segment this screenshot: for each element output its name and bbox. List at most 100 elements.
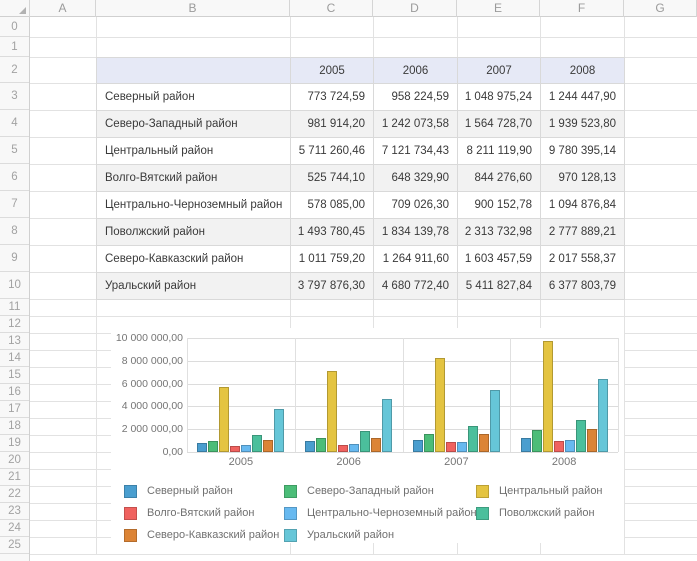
value-cell[interactable]: 1 011 759,20 [291, 246, 374, 273]
row-header-13[interactable]: 13 [0, 333, 29, 350]
value-cell[interactable]: 1 493 780,45 [291, 219, 374, 246]
value-cell[interactable]: 5 711 260,46 [291, 138, 374, 165]
legend-item: Северный район [124, 480, 284, 502]
value-cell[interactable]: 1 048 975,24 [458, 84, 541, 111]
chart-object[interactable]: 10 000 000,00 8 000 000,00 6 000 000,00 4 0… [111, 328, 624, 543]
region-name-cell[interactable]: Центрально-Черноземный район [97, 192, 291, 219]
region-name-cell[interactable]: Северо-Кавказский район [97, 246, 291, 273]
column-header-E[interactable]: E [457, 0, 540, 17]
row-header-22[interactable]: 22 [0, 486, 29, 503]
value-cell[interactable]: 844 276,60 [458, 165, 541, 192]
column-header-C[interactable]: C [290, 0, 373, 17]
chart-gridline-vertical [187, 338, 188, 452]
value-cell[interactable]: 525 744,10 [291, 165, 374, 192]
value-cell[interactable]: 1 939 523,80 [541, 111, 625, 138]
column-header-D[interactable]: D [373, 0, 457, 17]
value-cell[interactable]: 2 313 732,98 [458, 219, 541, 246]
region-name-cell[interactable]: Поволжский район [97, 219, 291, 246]
row-header-9[interactable]: 9 [0, 245, 29, 272]
column-header-B[interactable]: B [96, 0, 290, 17]
bar-Северо-Кавказский район [479, 434, 489, 452]
bar-Северо-Кавказский район [263, 440, 273, 452]
value-cell[interactable]: 7 121 734,43 [374, 138, 458, 165]
value-cell[interactable]: 709 026,30 [374, 192, 458, 219]
value-cell[interactable]: 4 680 772,40 [374, 273, 458, 300]
value-cell[interactable]: 578 085,00 [291, 192, 374, 219]
row-header-1[interactable]: 1 [0, 37, 29, 57]
bar-Северо-Западный район [208, 441, 218, 452]
bar-Поволжский район [360, 431, 370, 452]
value-cell[interactable]: 970 128,13 [541, 165, 625, 192]
row-header-18[interactable]: 18 [0, 418, 29, 435]
legend-item: Северо-Западный район [284, 480, 476, 502]
column-header-A[interactable]: A [30, 0, 96, 17]
row-header-15[interactable]: 15 [0, 367, 29, 384]
y-axis-label: 0,00 [162, 446, 183, 458]
row-header-2[interactable]: 2 [0, 57, 29, 83]
value-cell[interactable]: 958 224,59 [374, 84, 458, 111]
column-header-F[interactable]: F [540, 0, 624, 17]
row-header-19[interactable]: 19 [0, 435, 29, 452]
row-header-10[interactable]: 10 [0, 272, 29, 299]
value-cell[interactable]: 1 264 911,60 [374, 246, 458, 273]
value-cell[interactable]: 2 017 558,37 [541, 246, 625, 273]
year-header-cell[interactable]: 2007 [458, 58, 541, 84]
region-name-cell[interactable]: Северо-Западный район [97, 111, 291, 138]
value-cell[interactable]: 1 564 728,70 [458, 111, 541, 138]
chart-gridline [187, 452, 618, 453]
region-name-cell[interactable]: Северный район [97, 84, 291, 111]
value-cell[interactable]: 6 377 803,79 [541, 273, 625, 300]
row-header-7[interactable]: 7 [0, 191, 29, 218]
row-header-16[interactable]: 16 [0, 384, 29, 401]
row-header-23[interactable]: 23 [0, 503, 29, 520]
region-name-cell[interactable]: Волго-Вятский район [97, 165, 291, 192]
table-header-corner-cell[interactable] [97, 58, 291, 84]
bar-Северо-Западный район [424, 434, 434, 452]
select-all-corner[interactable] [0, 0, 30, 17]
value-cell[interactable]: 981 914,20 [291, 111, 374, 138]
column-header-G[interactable]: G [624, 0, 697, 17]
bar-Северо-Кавказский район [587, 429, 597, 452]
value-cell[interactable]: 1 834 139,78 [374, 219, 458, 246]
row-header-5[interactable]: 5 [0, 137, 29, 164]
year-header-cell[interactable]: 2006 [374, 58, 458, 84]
value-cell[interactable]: 2 777 889,21 [541, 219, 625, 246]
row-header-14[interactable]: 14 [0, 350, 29, 367]
value-cell[interactable]: 1 242 073,58 [374, 111, 458, 138]
value-cell[interactable]: 773 724,59 [291, 84, 374, 111]
year-header-cell[interactable]: 2008 [541, 58, 625, 84]
value-cell[interactable]: 1 244 447,90 [541, 84, 625, 111]
legend-item: Поволжский район [476, 502, 620, 524]
x-axis-label: 2006 [336, 456, 361, 468]
y-axis-label: 10 000 000,00 [115, 332, 183, 344]
row-header-20[interactable]: 20 [0, 452, 29, 469]
row-header-11[interactable]: 11 [0, 299, 29, 316]
bar-Поволжский район [468, 426, 478, 452]
row-header-21[interactable]: 21 [0, 469, 29, 486]
value-cell[interactable]: 1 094 876,84 [541, 192, 625, 219]
value-cell[interactable]: 900 152,78 [458, 192, 541, 219]
row-header-0[interactable]: 0 [0, 17, 29, 37]
value-cell[interactable]: 8 211 119,90 [458, 138, 541, 165]
row-header-6[interactable]: 6 [0, 164, 29, 191]
value-cell[interactable]: 5 411 827,84 [458, 273, 541, 300]
region-name-cell[interactable]: Уральский район [97, 273, 291, 300]
grid-row-line [30, 316, 697, 317]
row-header-4[interactable]: 4 [0, 110, 29, 137]
row-header-8[interactable]: 8 [0, 218, 29, 245]
year-header-cell[interactable]: 2005 [291, 58, 374, 84]
row-header-3[interactable]: 3 [0, 83, 29, 110]
row-header-12[interactable]: 12 [0, 316, 29, 333]
value-cell[interactable]: 9 780 395,14 [541, 138, 625, 165]
legend-label: Северо-Западный район [307, 485, 434, 497]
row-header-25[interactable]: 25 [0, 537, 29, 554]
row-header-24[interactable]: 24 [0, 520, 29, 537]
value-cell[interactable]: 3 797 876,30 [291, 273, 374, 300]
value-cell[interactable]: 1 603 457,59 [458, 246, 541, 273]
value-cell[interactable]: 648 329,90 [374, 165, 458, 192]
row-header-17[interactable]: 17 [0, 401, 29, 418]
table-row: Северный район 773 724,59 958 224,59 1 048 … [97, 84, 625, 111]
bar-Северный район [305, 441, 315, 452]
region-name-cell[interactable]: Центральный район [97, 138, 291, 165]
